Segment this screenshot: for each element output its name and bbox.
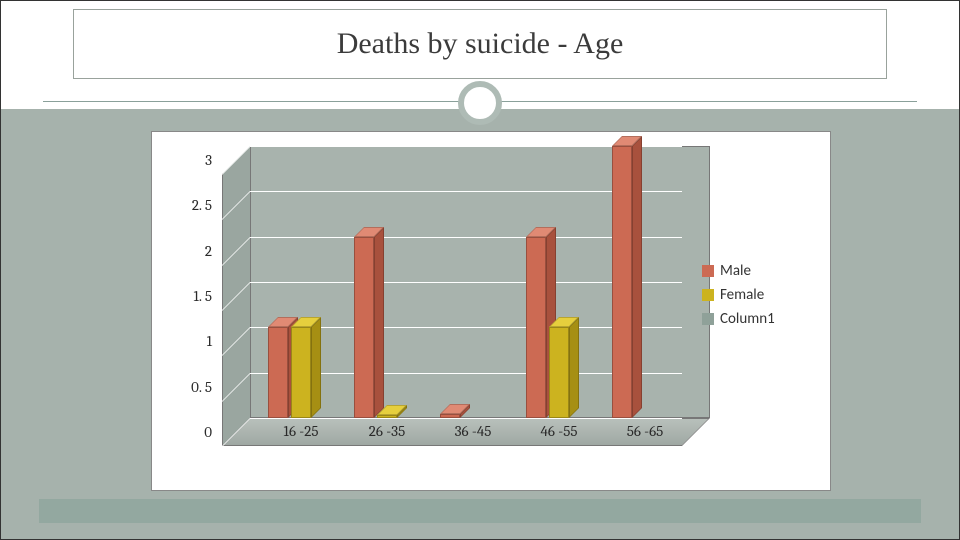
bar xyxy=(526,237,546,418)
bars-layer: 16 -2526 -3536 -4546 -5556 -65 xyxy=(250,146,682,418)
slide-title: Deaths by suicide - Age xyxy=(337,27,624,61)
x-tick-label: 46 -55 xyxy=(519,422,599,440)
bar-group: 26 -35 xyxy=(344,146,430,418)
bar xyxy=(291,327,311,418)
y-tick-label: 0 xyxy=(162,423,212,441)
legend-item: Column1 xyxy=(702,310,812,328)
legend-item: Male xyxy=(702,262,812,280)
bar-chart: 16 -2526 -3536 -4546 -5556 -65 00. 511. … xyxy=(151,131,831,491)
legend-swatch xyxy=(702,289,714,301)
decorative-ring-icon xyxy=(458,81,502,125)
x-tick-label: 16 -25 xyxy=(261,422,341,440)
y-tick-label: 1 xyxy=(162,332,212,350)
y-tick-label: 2. 5 xyxy=(162,196,212,214)
bar xyxy=(549,327,569,418)
slide: Deaths by suicide - Age 16 -2526 -3536 -… xyxy=(0,0,960,540)
bar-group: 36 -45 xyxy=(430,146,516,418)
y-tick-label: 1. 5 xyxy=(162,287,212,305)
bar-group: 46 -55 xyxy=(516,146,602,418)
bar-group: 56 -65 xyxy=(602,146,688,418)
gridline xyxy=(250,418,682,419)
y-tick-label: 3 xyxy=(162,151,212,169)
legend-swatch xyxy=(702,265,714,277)
legend-item: Female xyxy=(702,286,812,304)
title-container: Deaths by suicide - Age xyxy=(73,9,887,79)
legend: Male Female Column1 xyxy=(702,262,812,334)
bar xyxy=(354,237,374,418)
bar xyxy=(612,146,632,418)
bar xyxy=(440,414,460,418)
bar-group: 16 -25 xyxy=(258,146,344,418)
y-tick-label: 0. 5 xyxy=(162,378,212,396)
legend-swatch xyxy=(702,313,714,325)
x-tick-label: 26 -35 xyxy=(347,422,427,440)
x-tick-label: 56 -65 xyxy=(605,422,685,440)
x-tick-label: 36 -45 xyxy=(433,422,513,440)
legend-label: Male xyxy=(720,262,751,280)
bottom-accent-band xyxy=(39,499,921,523)
bar xyxy=(268,327,288,418)
legend-label: Female xyxy=(720,286,764,304)
y-tick-label: 2 xyxy=(162,242,212,260)
bar xyxy=(377,415,397,418)
legend-label: Column1 xyxy=(720,310,775,328)
plot-area: 16 -2526 -3536 -4546 -5556 -65 xyxy=(222,146,682,446)
